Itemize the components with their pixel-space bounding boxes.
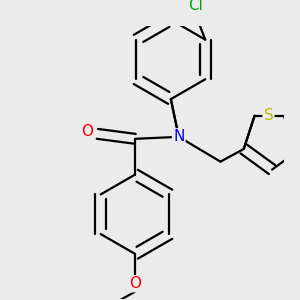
Text: Cl: Cl xyxy=(188,0,203,13)
Text: N: N xyxy=(173,129,184,144)
Text: O: O xyxy=(129,276,141,291)
Text: S: S xyxy=(264,108,273,123)
Text: O: O xyxy=(82,124,94,140)
